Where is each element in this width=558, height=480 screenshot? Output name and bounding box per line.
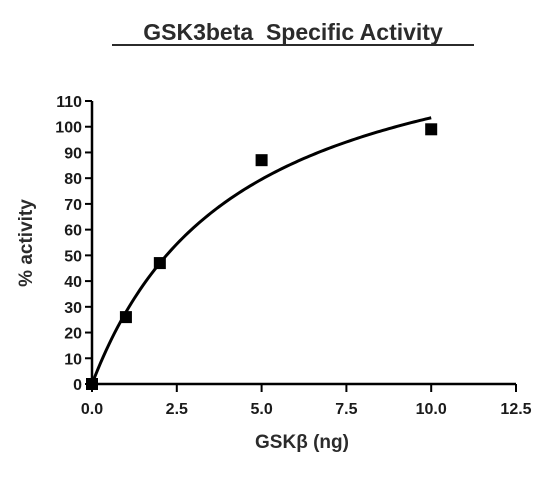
y-tick-label: 90	[64, 145, 82, 162]
y-tick-label: 60	[64, 223, 82, 240]
x-tick-label: 2.5	[166, 401, 188, 418]
chart-title: GSK3beta Specific Activity	[143, 19, 443, 45]
y-tick-label: 40	[64, 274, 82, 291]
data-point	[255, 154, 268, 167]
y-tick-label: 100	[55, 120, 82, 137]
y-tick-label: 80	[64, 171, 82, 188]
data-point	[86, 378, 98, 390]
fit-curve	[90, 116, 432, 385]
x-tick-label: 0.0	[81, 401, 103, 418]
data-point	[425, 123, 438, 136]
plot-area: 0 10 20 30 40 50 60 70 80 90 100 110 0.0 2.5 5.0 7.5 10.…	[55, 94, 531, 418]
y-tick-label: 10	[64, 351, 82, 368]
y-axis-label: % activity	[16, 199, 37, 287]
x-tick-label: 7.5	[335, 401, 357, 418]
y-tick-label: 110	[56, 94, 82, 111]
x-tick-label: 5.0	[250, 401, 272, 418]
y-tick-label: 50	[64, 248, 82, 265]
data-point	[153, 257, 166, 270]
y-tick-label: 70	[64, 197, 82, 214]
x-tick-label: 10.0	[416, 401, 447, 418]
y-tick-label: 20	[64, 326, 82, 343]
x-tick-label: 12.5	[500, 401, 531, 418]
y-tick-label: 30	[64, 300, 82, 317]
y-tick-label: 0	[73, 377, 82, 394]
x-axis-label: GSKβ (ng)	[255, 432, 349, 453]
data-point	[119, 311, 132, 324]
